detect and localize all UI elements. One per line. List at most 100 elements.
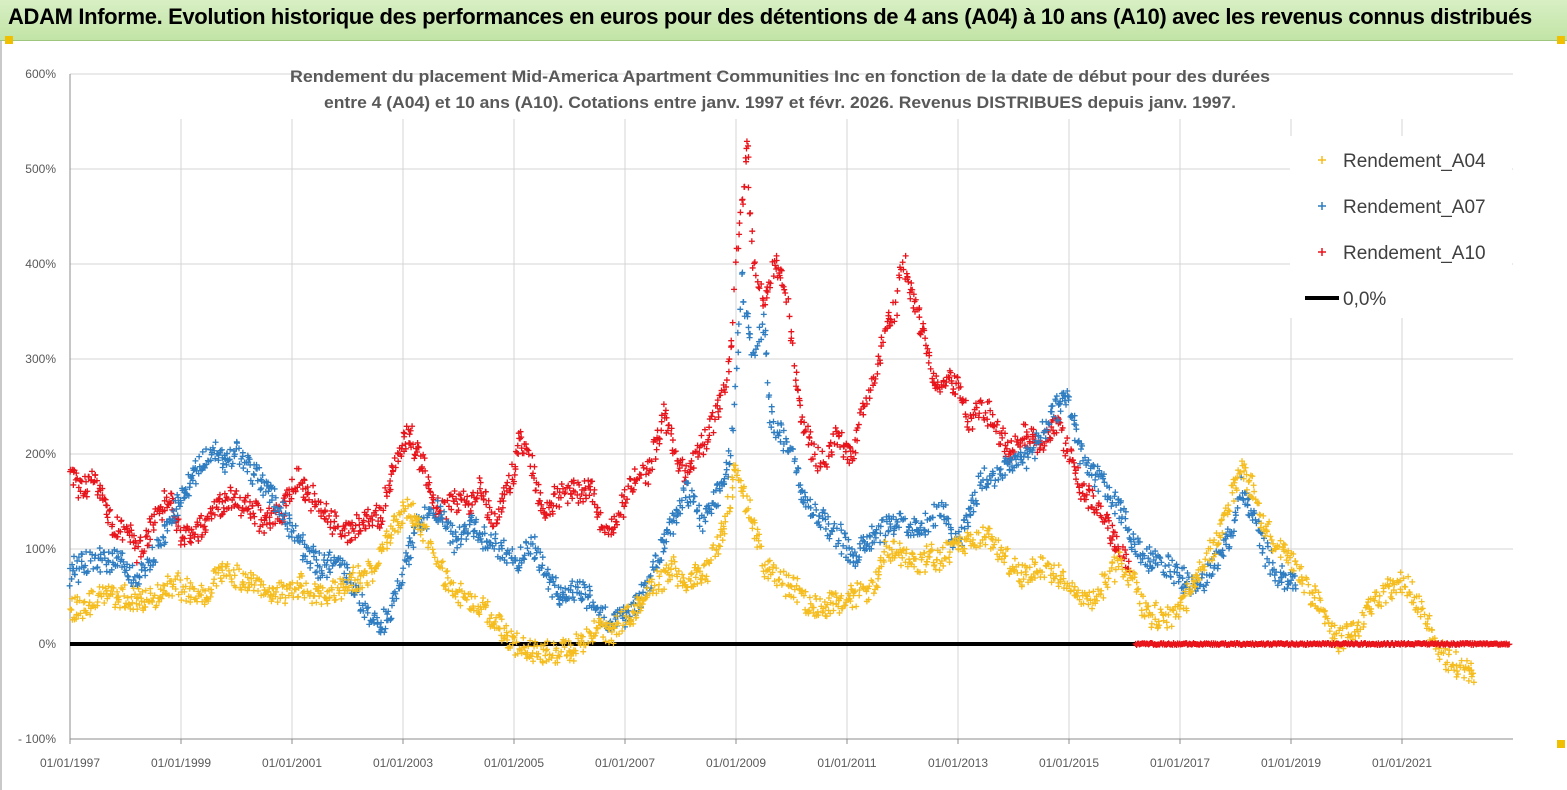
marker-rendement-a07 bbox=[392, 590, 399, 597]
marker-rendement-a10 bbox=[781, 286, 788, 293]
marker-rendement-a04 bbox=[119, 586, 126, 593]
marker-rendement-a10 bbox=[425, 485, 432, 492]
marker-rendement-a10 bbox=[188, 539, 195, 546]
marker-rendement-a10 bbox=[221, 508, 228, 515]
marker-rendement-a07 bbox=[990, 470, 997, 477]
marker-rendement-a10 bbox=[286, 491, 293, 498]
marker-rendement-a10 bbox=[473, 495, 480, 502]
marker-rendement-a04 bbox=[561, 644, 568, 651]
marker-rendement-a04 bbox=[388, 531, 395, 538]
marker-rendement-a10 bbox=[386, 482, 393, 489]
marker-rendement-a07 bbox=[84, 568, 91, 575]
marker-rendement-a07 bbox=[223, 461, 230, 468]
marker-rendement-a07 bbox=[212, 455, 219, 462]
marker-rendement-a10 bbox=[874, 370, 881, 377]
marker-rendement-a10 bbox=[922, 342, 929, 349]
marker-rendement-a04 bbox=[1418, 598, 1425, 605]
marker-rendement-a10 bbox=[918, 328, 925, 335]
marker-rendement-a10 bbox=[817, 460, 824, 467]
marker-rendement-a07 bbox=[304, 558, 311, 565]
marker-rendement-a10 bbox=[1040, 446, 1047, 453]
marker-rendement-a04 bbox=[1004, 545, 1011, 552]
selection-handle[interactable] bbox=[1557, 740, 1565, 748]
marker-rendement-a10 bbox=[181, 535, 188, 542]
marker-rendement-a10 bbox=[900, 266, 907, 273]
marker-rendement-a10 bbox=[114, 514, 121, 521]
marker-rendement-a10 bbox=[708, 413, 715, 420]
selection-handle[interactable] bbox=[5, 36, 13, 44]
legend-label: 0,0% bbox=[1343, 289, 1386, 310]
marker-rendement-a07 bbox=[168, 520, 175, 527]
legend-label: Rendement_A10 bbox=[1343, 243, 1486, 264]
marker-rendement-a07 bbox=[1170, 580, 1177, 587]
marker-rendement-a10 bbox=[465, 500, 472, 507]
marker-rendement-a04 bbox=[486, 615, 493, 622]
marker-rendement-a04 bbox=[835, 603, 842, 610]
marker-rendement-a04 bbox=[274, 599, 281, 606]
marker-rendement-a10 bbox=[137, 534, 144, 541]
marker-rendement-a04 bbox=[319, 584, 326, 591]
marker-rendement-a10 bbox=[899, 259, 906, 266]
marker-rendement-a04 bbox=[1124, 577, 1131, 584]
marker-rendement-a07 bbox=[441, 508, 448, 515]
marker-rendement-a04 bbox=[520, 634, 527, 641]
x-tick-label: 01/01/2001 bbox=[262, 756, 322, 770]
marker-rendement-a07 bbox=[1215, 562, 1222, 569]
marker-rendement-a10 bbox=[706, 424, 713, 431]
marker-rendement-a10 bbox=[1097, 503, 1104, 510]
marker-rendement-a04 bbox=[1168, 623, 1175, 630]
marker-rendement-a04 bbox=[729, 476, 736, 483]
marker-rendement-a10 bbox=[1062, 440, 1069, 447]
marker-rendement-a07 bbox=[532, 554, 539, 561]
marker-rendement-a07 bbox=[963, 513, 970, 520]
marker-rendement-a10 bbox=[167, 500, 174, 507]
marker-rendement-a04 bbox=[1217, 520, 1224, 527]
marker-rendement-a10 bbox=[785, 295, 792, 302]
marker-rendement-a04 bbox=[187, 579, 194, 586]
marker-rendement-a04 bbox=[854, 580, 861, 587]
marker-rendement-a07 bbox=[1004, 460, 1011, 467]
marker-rendement-a07 bbox=[925, 528, 932, 535]
marker-rendement-a10 bbox=[477, 479, 484, 486]
marker-rendement-a07 bbox=[759, 321, 766, 328]
marker-rendement-a10 bbox=[582, 485, 589, 492]
marker-rendement-a04 bbox=[1417, 613, 1424, 620]
marker-rendement-a04 bbox=[765, 575, 772, 582]
marker-rendement-a10 bbox=[922, 335, 929, 342]
marker-rendement-a10 bbox=[622, 499, 629, 506]
marker-rendement-a04 bbox=[1109, 558, 1116, 565]
marker-rendement-a10 bbox=[295, 465, 302, 472]
marker-rendement-a04 bbox=[674, 573, 681, 580]
marker-rendement-a04 bbox=[1148, 620, 1155, 627]
marker-rendement-a10 bbox=[973, 404, 980, 411]
marker-rendement-a10 bbox=[799, 414, 806, 421]
marker-rendement-a10 bbox=[920, 320, 927, 327]
marker-rendement-a07 bbox=[701, 514, 708, 521]
marker-rendement-a10 bbox=[382, 484, 389, 491]
marker-rendement-a10 bbox=[104, 502, 111, 509]
selection-handle[interactable] bbox=[1557, 36, 1565, 44]
marker-rendement-a07 bbox=[871, 539, 878, 546]
marker-rendement-a04 bbox=[1424, 620, 1431, 627]
marker-rendement-a10 bbox=[740, 201, 747, 208]
marker-rendement-a10 bbox=[826, 443, 833, 450]
marker-rendement-a10 bbox=[930, 370, 937, 377]
marker-rendement-a04 bbox=[534, 653, 541, 660]
marker-rendement-a04 bbox=[655, 581, 662, 588]
marker-rendement-a10 bbox=[743, 158, 750, 165]
marker-rendement-a07 bbox=[339, 557, 346, 564]
marker-rendement-a07 bbox=[364, 609, 371, 616]
marker-rendement-a04 bbox=[158, 595, 165, 602]
marker-rendement-a10 bbox=[233, 487, 240, 494]
marker-rendement-a10 bbox=[93, 477, 100, 484]
marker-rendement-a07 bbox=[694, 507, 701, 514]
marker-rendement-a04 bbox=[1416, 593, 1423, 600]
marker-rendement-a04 bbox=[407, 514, 414, 521]
marker-rendement-a10 bbox=[430, 496, 437, 503]
marker-rendement-a10 bbox=[469, 501, 476, 508]
marker-rendement-a10 bbox=[364, 506, 371, 513]
marker-rendement-a10 bbox=[101, 495, 108, 502]
marker-rendement-a10 bbox=[860, 403, 867, 410]
marker-rendement-a04 bbox=[820, 608, 827, 615]
marker-rendement-a04 bbox=[1389, 595, 1395, 602]
